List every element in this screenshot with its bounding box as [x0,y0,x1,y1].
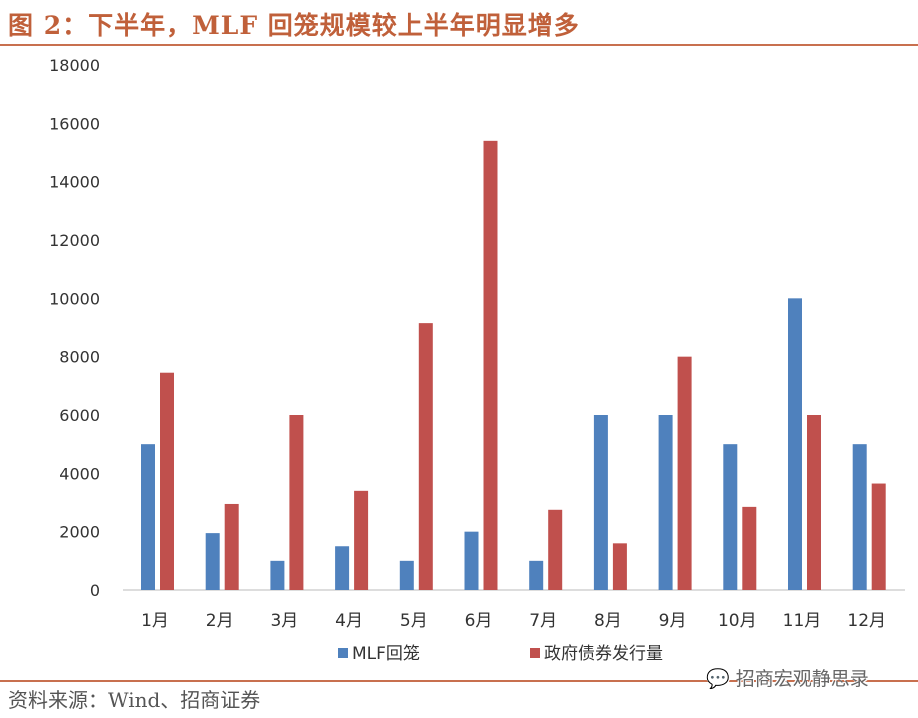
footer-divider [0,680,918,682]
bar-mlf [141,444,155,590]
bar-mlf [335,546,350,590]
bar-mlf [852,444,867,590]
y-tick-label: 12000 [49,231,100,250]
bar-gov-bond [483,140,498,591]
bar-gov-bond [418,323,433,590]
legend-label: MLF回笼 [352,644,420,664]
bar-gov-bond [354,490,369,590]
bar-mlf [658,415,673,590]
legend-swatch [338,648,348,658]
bar-gov-bond [612,543,627,590]
y-tick-label: 16000 [49,114,100,133]
bar-gov-bond [160,372,174,590]
x-tick-label: 1月 [141,611,169,631]
x-tick-label: 8月 [594,611,622,631]
figure-title: 图 2：下半年，MLF 回笼规模较上半年明显增多 [8,11,580,40]
bar-gov-bond [289,415,304,590]
x-tick-label: 2月 [206,611,234,631]
x-tick-label: 4月 [335,611,363,631]
y-tick-label: 14000 [49,173,100,192]
x-tick-label: 3月 [270,611,298,631]
y-tick-label: 0 [90,581,100,600]
watermark: 💬 招商宏观静思录 [706,664,869,691]
watermark-text: 招商宏观静思录 [735,668,869,690]
y-tick-label: 2000 [59,523,100,542]
y-tick-label: 4000 [59,464,100,483]
y-tick-label: 6000 [59,406,100,425]
legend-swatch [530,648,540,658]
bar-gov-bond [807,415,821,590]
bar-gov-bond [548,509,563,590]
bar-mlf [205,533,220,590]
bar-gov-bond [224,503,239,590]
x-tick-label: 6月 [465,611,493,631]
x-tick-label: 12月 [847,611,886,631]
bar-chart: 0 2000 4000 6000 8000 10000 12000 14000 16000 180… [49,56,905,664]
bar-gov-bond [677,356,692,590]
bar-mlf [788,298,802,590]
wechat-icon: 💬 [706,668,730,690]
y-tick-label: 18000 [49,56,100,75]
x-tick-label: 7月 [529,611,557,631]
x-tick-label: 5月 [400,611,428,631]
bar-gov-bond [742,506,757,590]
x-tick-label: 11月 [783,611,822,631]
x-tick-label: 10月 [718,611,757,631]
bar-mlf [529,560,544,590]
y-tick-label: 10000 [49,289,100,308]
bar-mlf [464,531,479,590]
x-tick-label: 9月 [659,611,687,631]
source-note: 资料来源：Wind、招商证券 [8,688,261,712]
bar-mlf [399,560,414,590]
bar-mlf [593,415,608,590]
y-tick-label: 8000 [59,348,100,367]
legend-label: 政府债券发行量 [544,644,663,664]
bar-mlf [723,444,738,590]
bar-mlf [270,560,285,590]
bar-gov-bond [871,483,886,590]
title-divider [0,44,918,46]
